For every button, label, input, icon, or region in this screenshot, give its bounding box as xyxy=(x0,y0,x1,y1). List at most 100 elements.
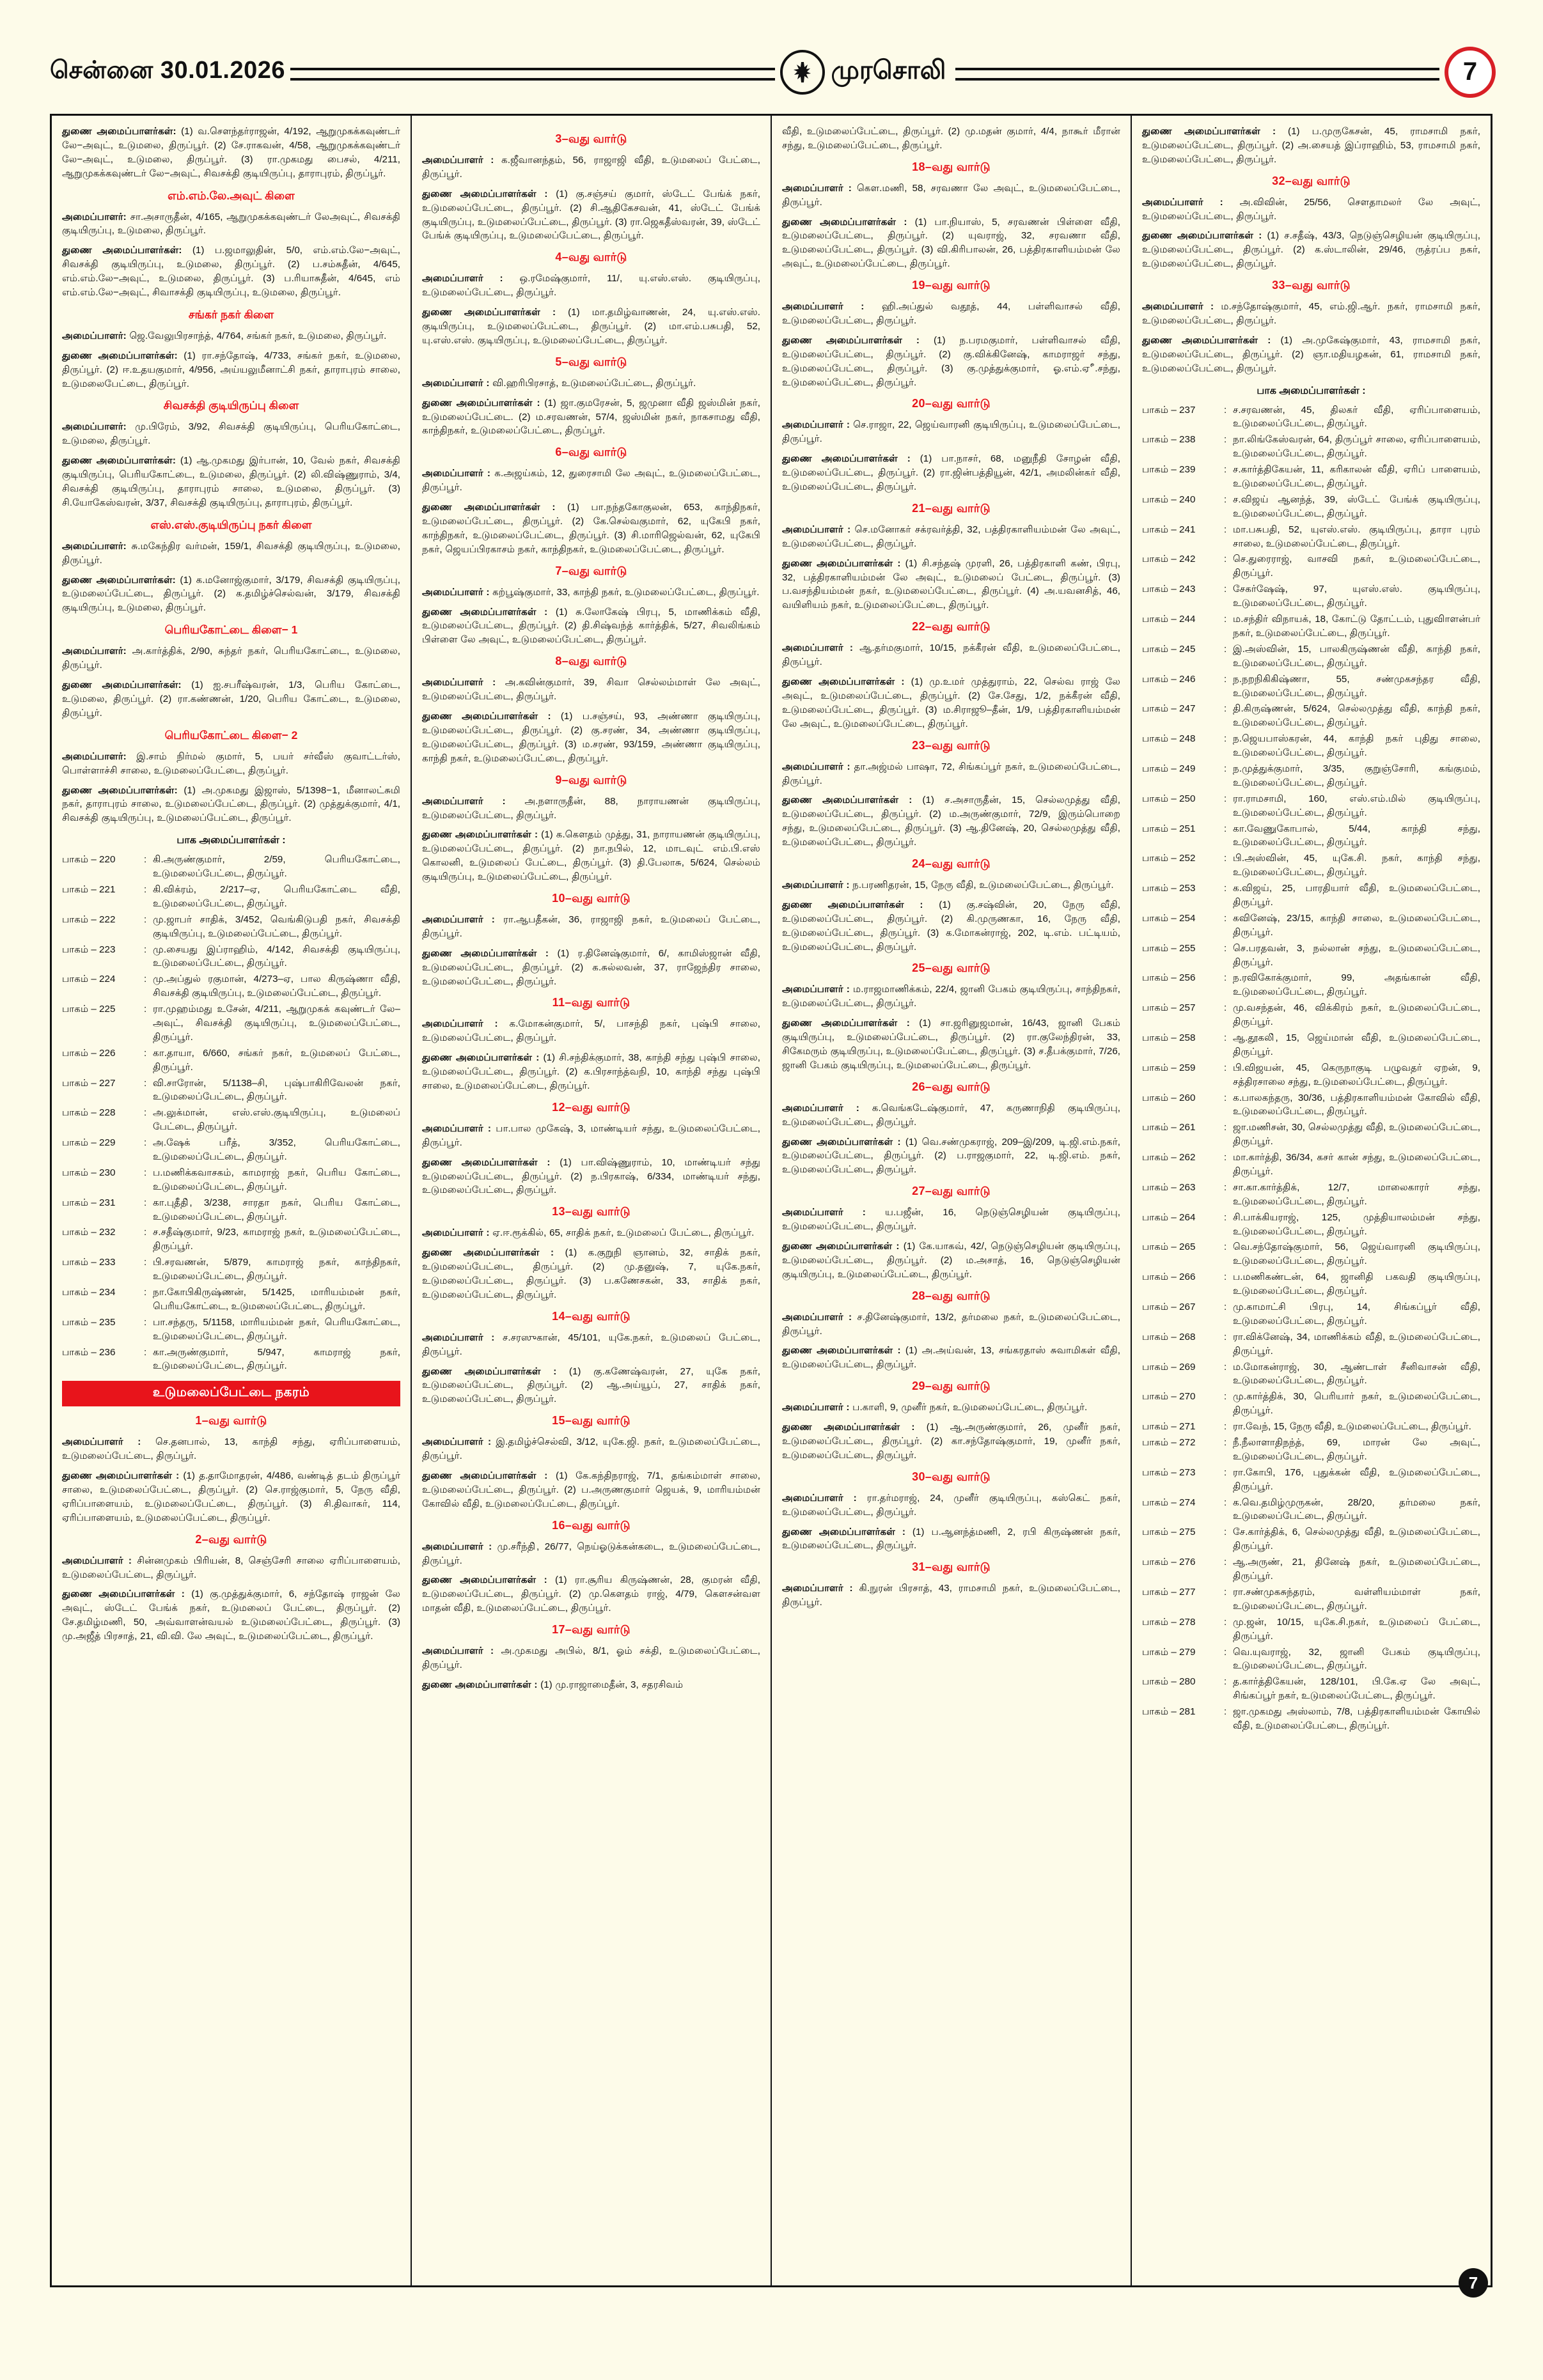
organizer-paragraph: அமைப்பாளர் : செ.மனோகர் சக்ரவர்த்தி, 32, … xyxy=(782,524,1120,549)
part-number: பாகம் – 239 xyxy=(1142,464,1196,476)
part-separator: : xyxy=(144,1227,147,1238)
part-organizer-row: பாகம் – 256: ந.ரவிகோக்குமார், 99, அதங்கான… xyxy=(1142,971,1480,999)
organizer-paragraph: துணை அமைப்பாளர்கள் : (1) பா.விஷ்ணுராம், … xyxy=(422,1156,760,1196)
part-number: பாகம் – 256 xyxy=(1142,972,1196,984)
part-organizer-row: பாகம் – 234: நா.கோபிகிருஷ்ணன், 5/1425, மா… xyxy=(62,1286,400,1314)
part-organizer-row: பாகம் – 267: மு.காமாட்சி பிரபு, 14, சிங்க… xyxy=(1142,1300,1480,1328)
part-number: பாகம் – 230 xyxy=(62,1167,116,1178)
part-number: பாகம் – 245 xyxy=(1142,643,1196,655)
part-organizer-detail: வி.சாரோன், 5/1138–சி, புஷ்பாகிரிவேலன் நக… xyxy=(153,1077,400,1103)
part-organizer-row: பாகம் – 227: வி.சாரோன், 5/1138–சி, புஷ்பா… xyxy=(62,1077,400,1105)
part-number: பாகம் – 220 xyxy=(62,854,116,866)
organizer-paragraph: துணை அமைப்பாளர்கள் : (1) க.கௌதம் முத்து,… xyxy=(422,829,760,883)
ward-heading: 29–வது வார்டு xyxy=(912,1380,991,1393)
part-number: பாகம் – 263 xyxy=(1142,1181,1196,1193)
part-number: பாகம் – 232 xyxy=(62,1227,116,1238)
part-organizer-detail: அ.லுக்மான், எஸ்.எஸ்.குடியிருப்பு, உடுமலை… xyxy=(153,1107,400,1133)
organizer-paragraph: அமைப்பாளர் : ரா.ஆபதீகன், 36, ராஜாஜி நகர்… xyxy=(422,914,760,939)
part-separator: : xyxy=(1224,1002,1227,1014)
part-organizer-detail: நா.லிங்கேஸ்வரன், 64, திருப்பூர் சாலை, ஏர… xyxy=(1233,434,1480,460)
part-number: பாகம் – 246 xyxy=(1142,673,1196,685)
organizer-paragraph: துணை அமைப்பாளர்கள் : (1) ரா.சூரிய கிருஷ்… xyxy=(422,1575,760,1614)
ward-heading: 19–வது வார்டு xyxy=(912,279,991,292)
part-number: பாகம் – 252 xyxy=(1142,853,1196,864)
ward-heading: 2–வது வார்டு xyxy=(195,1532,267,1546)
organizer-paragraph: அமைப்பாளர் : க.மோகன்குமார், 5/, பாசந்தி … xyxy=(422,1018,760,1044)
part-organizer-row: பாகம் – 230: ப.மணிக்கவாசகம், காமராஜ் நகர்… xyxy=(62,1166,400,1194)
part-separator: : xyxy=(1224,1122,1227,1133)
part-separator: : xyxy=(1224,1152,1227,1163)
part-organizer-detail: கி.விக்ரம், 2/217–ஏ, பெரியகோட்டை வீதி, உ… xyxy=(153,883,400,909)
part-organizer-detail: பி.சரவணன், 5/879, காமராஜ் நகர், காந்திநக… xyxy=(153,1257,400,1282)
organizer-paragraph: அமைப்பாளர்: சு.மகேந்திர வர்மன், 159/1, ச… xyxy=(62,540,400,566)
part-organizer-row: பாகம் – 242: செ.துரைராஜ், வாசவி நகர், உடு… xyxy=(1142,552,1480,580)
part-separator: : xyxy=(144,914,147,925)
part-organizer-detail: க.பாலகந்தரு, 30/36, பத்திரகாளியம்மன் கோவ… xyxy=(1233,1092,1480,1117)
ward-heading: 4–வது வார்டு xyxy=(555,251,627,264)
part-organizer-row: பாகம் – 266: ப.மணிகண்டன், 64, ஜானிதி பகவத… xyxy=(1142,1270,1480,1298)
organizer-paragraph: அமைப்பாளர் : ச.தினேஷ்குமார், 13/2, தர்மல… xyxy=(782,1311,1120,1337)
organizer-paragraph: அமைப்பாளர் : செ.ராஜா, 22, ஜெய்வாரனி குடி… xyxy=(782,419,1120,445)
part-separator: : xyxy=(1224,793,1227,804)
part-organizers-heading: பாக அமைப்பாளர்கள் : xyxy=(1257,385,1366,396)
part-organizer-row: பாகம் – 272: நீ.நீலாளாதிநந்த், 69, மாரன் … xyxy=(1142,1436,1480,1464)
part-organizer-detail: கவினேஷ், 23/15, காந்தி சாலை, உடுமலைப்பேட… xyxy=(1233,912,1480,938)
ward-heading: 31–வது வார்டு xyxy=(912,1560,991,1574)
ward-heading: 33–வது வார்டு xyxy=(1272,279,1351,292)
part-organizer-row: பாகம் – 238: நா.லிங்கேஸ்வரன், 64, திருப்ப… xyxy=(1142,433,1480,461)
organizer-paragraph: துணை அமைப்பாளர்கள் : (1) கு.சஷ்வின், 20,… xyxy=(782,899,1120,953)
part-organizer-row: பாகம் – 274: க.வெ.தமிழ்முருகன், 28/20, தர… xyxy=(1142,1496,1480,1524)
part-separator: : xyxy=(1224,614,1227,625)
part-organizer-detail: ந.ரவிகோக்குமார், 99, அதங்கான் வீதி, உடும… xyxy=(1233,972,1480,998)
part-organizer-row: பாகம் – 259: பி.விஜயன், 45, கெருநாகுடி பழ… xyxy=(1142,1061,1480,1089)
part-separator: : xyxy=(1224,703,1227,715)
part-separator: : xyxy=(144,944,147,955)
part-organizer-detail: த.கார்த்திகேயன், 128/101, பி.கே.ஏ லே அவு… xyxy=(1233,1676,1480,1702)
ward-heading: 26–வது வார்டு xyxy=(912,1080,991,1093)
column-1: துணை அமைப்பாளர்கள்: (1) வ.செளந்தர்ராஜன்,… xyxy=(52,116,412,2285)
part-organizer-detail: ச.சதீஷ்குமார், 9/23, காமராஜ் நகர், உடுமல… xyxy=(153,1227,400,1252)
organizer-paragraph: அமைப்பாளர் : ப.காளி, 9, முனீர் நகர், உடு… xyxy=(782,1402,1088,1413)
part-organizer-detail: ச.சரவணன், 45, திலகர் வீதி, ஏரிப்பாளையம்,… xyxy=(1233,404,1480,430)
organizer-paragraph: துணை அமைப்பாளர்கள் : (1) கே.யாகவ், 42/, … xyxy=(782,1240,1121,1280)
part-separator: : xyxy=(1224,733,1227,745)
branch-heading: எஸ்.எஸ்.குடியிருப்பு நகர் கிளை xyxy=(150,518,312,531)
part-separator: : xyxy=(1224,584,1227,595)
part-separator: : xyxy=(1224,1241,1227,1253)
ward-heading: 10–வது வார்டு xyxy=(552,891,631,905)
part-organizer-row: பாகம் – 237: ச.சரவணன், 45, திலகர் வீதி, ஏ… xyxy=(1142,403,1480,432)
part-organizer-detail: ஜா.முகமது அஸ்லாம், 7/8, பத்திரகாளியம்மன்… xyxy=(1233,1706,1480,1731)
part-organizer-row: பாகம் – 275: சே.கார்த்திக், 6, செல்லமுத்த… xyxy=(1142,1525,1480,1553)
page-number-badge: 7 xyxy=(1445,46,1496,98)
organizer-paragraph: அமைப்பாளர் : க.அஜய்கம், 12, துரைசாமி லே … xyxy=(422,468,760,494)
part-separator: : xyxy=(1224,1527,1227,1538)
organizer-paragraph: அமைப்பாளர்: மு.பிரேம், 3/92, சிவசக்தி கு… xyxy=(62,421,400,447)
part-number: பாகம் – 253 xyxy=(1142,883,1196,894)
organizer-paragraph: அமைப்பாளர் : க.ஜீவானந்தம், 56, ராஜாஜி வீ… xyxy=(422,155,760,180)
organizer-paragraph: துணை அமைப்பாளர்கள் : (1) க.குறுநி ஞானம்,… xyxy=(422,1247,760,1300)
part-number: பாகம் – 255 xyxy=(1142,942,1196,954)
part-number: பாகம் – 223 xyxy=(62,944,116,955)
part-organizer-row: பாகம் – 258: ஆ.தூகலி், 15, ஜெய்மான் வீதி,… xyxy=(1142,1031,1480,1059)
part-separator: : xyxy=(1224,1092,1227,1103)
part-organizer-row: பாகம் – 254: கவினேஷ், 23/15, காந்தி சாலை,… xyxy=(1142,912,1480,940)
part-number: பாகம் – 228 xyxy=(62,1107,116,1119)
organizer-paragraph: அமைப்பாளர் : ம.சந்தோஷ்குமார், 45, எம்.ஜி… xyxy=(1142,301,1480,327)
part-organizer-row: பாகம் – 279: வெ.யுவராஜ், 32, ஜானி பேகம் க… xyxy=(1142,1645,1480,1674)
part-organizer-row: பாகம் – 262: மா.கார்த்தி, 36/34, கசர் கான… xyxy=(1142,1151,1480,1179)
part-organizer-detail: மு.ஜன், 10/15, யுகே.சி.நகர், உடுமலைப் பே… xyxy=(1233,1616,1480,1642)
part-organizer-detail: தி.கிருஷ்ணன், 5/624, செல்லமுத்து வீதி, க… xyxy=(1233,703,1480,729)
ward-heading: 9–வது வார்டு xyxy=(555,773,627,786)
part-number: பாகம் – 233 xyxy=(62,1257,116,1268)
part-number: பாகம் – 266 xyxy=(1142,1272,1196,1283)
part-organizer-row: பாகம் – 241: மா.பசுபதி, 52, யுஎஸ்.எஸ். கு… xyxy=(1142,523,1480,551)
part-organizer-row: பாகம் – 261: ஜா.மணிசன், 30, செல்லமுத்து வ… xyxy=(1142,1121,1480,1149)
rising-sun-torch-icon xyxy=(779,49,825,95)
organizer-paragraph: அமைப்பாளர் : ந.பரணிதரன், 15, நேரு வீதி, … xyxy=(782,879,1114,891)
part-organizer-detail: மு.கார்த்திக், 30, பெரியார் நகர், உடுமலை… xyxy=(1233,1391,1480,1417)
ward-heading: 14–வது வார்டு xyxy=(552,1309,631,1323)
part-separator: : xyxy=(1224,823,1227,834)
branch-heading: பெரியகோட்டை கிளை− 2 xyxy=(164,728,298,742)
part-organizer-detail: ஆ.அருண், 21, தினேஷ் நகர், உடுமலைப்பேட்டை… xyxy=(1233,1557,1480,1582)
part-separator: : xyxy=(144,1047,147,1059)
